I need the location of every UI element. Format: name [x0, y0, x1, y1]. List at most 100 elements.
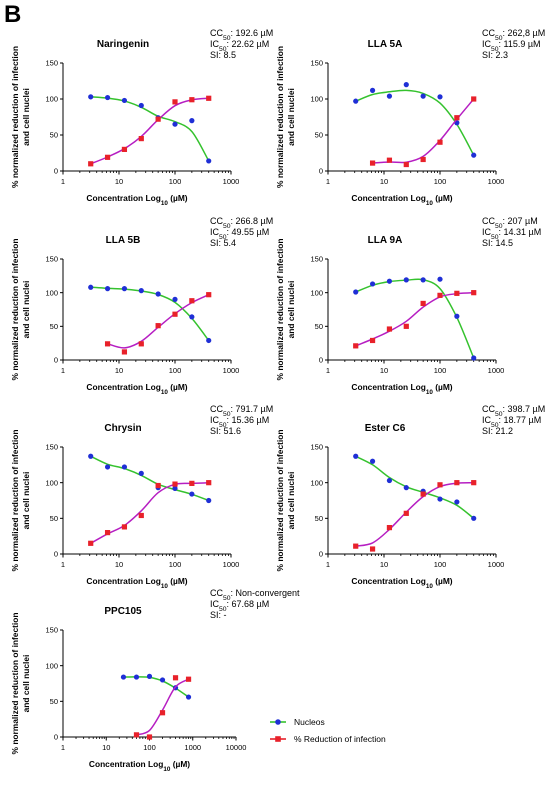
- y-tick-label: 100: [45, 288, 58, 297]
- nucleos-point: [471, 355, 477, 361]
- nucleos-point: [138, 102, 144, 109]
- nucleos-point: [353, 453, 359, 459]
- nucleos-point: [437, 496, 443, 502]
- stat-line: IC50: 115.9 µM: [482, 39, 541, 53]
- y-tick-label: 0: [54, 550, 58, 559]
- reduction-point: [420, 300, 426, 307]
- nucleos-point: [121, 97, 128, 104]
- reduction-point: [206, 480, 212, 486]
- x-tick-label: 100: [169, 177, 182, 186]
- y-tick-label: 50: [315, 322, 323, 331]
- nucleos-point: [386, 477, 393, 484]
- nucleos-point: [104, 464, 111, 470]
- reduction-point: [189, 97, 195, 103]
- reduction-point: [88, 161, 94, 167]
- nucleos-curve: [123, 676, 190, 698]
- y-tick-label: 100: [310, 95, 323, 104]
- nucleos-point: [454, 499, 460, 505]
- reduction-point: [403, 510, 409, 516]
- chart-panel-6: Ester C6 0 50 100 150 1 10 100 1000 % normalized …: [275, 404, 545, 590]
- nucleos-point: [189, 314, 195, 320]
- y-tick-label: 150: [310, 59, 323, 68]
- nucleos-point: [185, 694, 192, 700]
- nucleos-point: [403, 82, 409, 88]
- reduction-point: [369, 546, 376, 552]
- stat-line: SI: 14.5: [482, 238, 513, 248]
- reduction-point: [206, 292, 212, 298]
- nucleos-point: [172, 485, 178, 491]
- nucleos-point: [155, 291, 161, 297]
- reduction-point: [471, 480, 477, 486]
- y-tick-label: 100: [310, 478, 323, 487]
- x-axis-label: Concentration Log10 (µM): [351, 382, 452, 396]
- panel-letter: B: [4, 1, 21, 28]
- reduction-point: [189, 298, 195, 304]
- reduction-curve: [372, 98, 475, 164]
- reduction-point: [189, 480, 195, 486]
- legend-nucleos-label: Nucleos: [294, 717, 325, 727]
- nucleos-point: [471, 152, 477, 158]
- reduction-point: [88, 540, 94, 546]
- y-axis-label: % normalized reduction of infectionand c…: [10, 239, 31, 381]
- reduction-point: [172, 311, 178, 317]
- reduction-point: [386, 326, 393, 332]
- x-tick-label: 10: [102, 743, 110, 752]
- y-tick-label: 100: [45, 478, 58, 487]
- nucleos-point: [437, 276, 443, 282]
- chart-title: LLA 9A: [368, 235, 403, 246]
- nucleos-point: [206, 497, 212, 504]
- stat-line: IC50: 22.62 µM: [210, 39, 269, 53]
- reduction-curve: [355, 481, 474, 547]
- reduction-point: [185, 676, 192, 682]
- reduction-point: [121, 524, 128, 530]
- nucleos-point: [369, 458, 376, 464]
- x-tick-label: 10: [115, 366, 123, 375]
- reduction-point: [403, 161, 409, 168]
- y-axis-label: % normalized reduction of infectionand c…: [275, 46, 296, 188]
- chart-title: LLA 5A: [368, 39, 403, 50]
- nucleos-point: [471, 515, 477, 521]
- legend-reduction-label: % Reduction of infection: [294, 734, 386, 744]
- reduction-point: [121, 146, 128, 152]
- chart-title: Naringenin: [97, 39, 149, 50]
- x-tick-label: 100: [169, 560, 182, 569]
- y-tick-label: 150: [310, 255, 323, 264]
- reduction-point: [437, 482, 443, 488]
- nucleos-point: [403, 485, 409, 491]
- y-tick-label: 0: [319, 356, 323, 365]
- reduction-point: [454, 290, 460, 296]
- x-tick-label: 1: [61, 177, 65, 186]
- chart-title: PPC105: [104, 606, 142, 617]
- reduction-point: [121, 349, 128, 355]
- nucleos-point: [353, 98, 359, 104]
- reduction-point: [138, 512, 144, 519]
- y-tick-label: 150: [310, 443, 323, 452]
- nucleos-point: [172, 121, 178, 127]
- nucleos-point: [437, 94, 443, 100]
- stat-line: CC50: 192.6 µM: [210, 28, 273, 42]
- x-tick-label: 10000: [226, 743, 247, 752]
- x-tick-label: 100: [434, 177, 447, 186]
- x-tick-label: 10: [380, 560, 388, 569]
- stat-line: SI: 8.5: [210, 50, 236, 60]
- nucleos-point: [88, 284, 94, 290]
- nucleos-point: [138, 288, 144, 294]
- x-tick-label: 1: [326, 560, 330, 569]
- nucleos-point: [206, 337, 212, 344]
- stat-line: CC50: Non-convergent: [210, 588, 300, 602]
- chart-panel-2: LLA 5A 0 50 100 150 1 10 100 1000 % normalized re…: [275, 28, 545, 207]
- reduction-point: [172, 481, 178, 487]
- chart-title: Chrysin: [104, 423, 141, 434]
- stat-line: IC50: 49.55 µM: [210, 227, 269, 241]
- nucleos-point: [104, 286, 111, 292]
- y-axis-label: % normalized reduction of infectionand c…: [275, 239, 296, 381]
- y-tick-label: 0: [319, 550, 323, 559]
- y-tick-label: 50: [50, 697, 58, 706]
- reduction-point: [159, 710, 166, 716]
- nucleos-point: [403, 277, 409, 283]
- stat-line: SI: 5.4: [210, 238, 236, 248]
- y-tick-label: 150: [45, 255, 58, 264]
- x-axis-label: Concentration Log10 (µM): [351, 193, 452, 207]
